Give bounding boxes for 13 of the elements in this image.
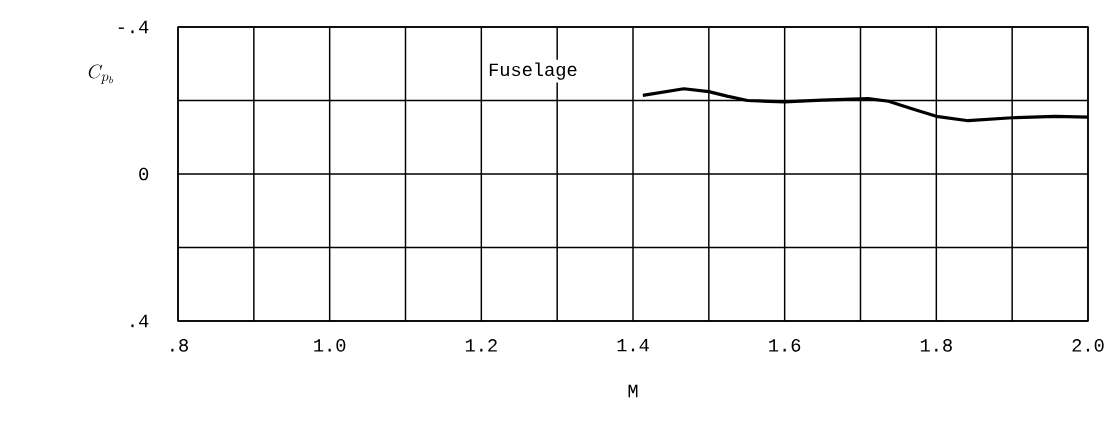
y-axis-title: $C_{p_b}$ bbox=[88, 64, 113, 84]
x-tick-label: 1.8 bbox=[920, 339, 952, 352]
annotation: Fuselage bbox=[489, 62, 577, 80]
x-tick-label: 1.2 bbox=[465, 339, 497, 352]
y-tick-label: 0 bbox=[139, 167, 149, 181]
y-tick-label: .4 bbox=[131, 314, 149, 328]
x-tick-label: 1.4 bbox=[617, 339, 649, 352]
x-tick-label: 1.0 bbox=[314, 339, 346, 352]
x-axis-title: M bbox=[628, 384, 638, 398]
x-tick-label: 2.0 bbox=[1072, 339, 1104, 352]
y-tick-label: -.4 bbox=[118, 20, 149, 34]
x-tick-label: 1.6 bbox=[769, 339, 801, 352]
x-tick-label: .8 bbox=[171, 339, 188, 352]
